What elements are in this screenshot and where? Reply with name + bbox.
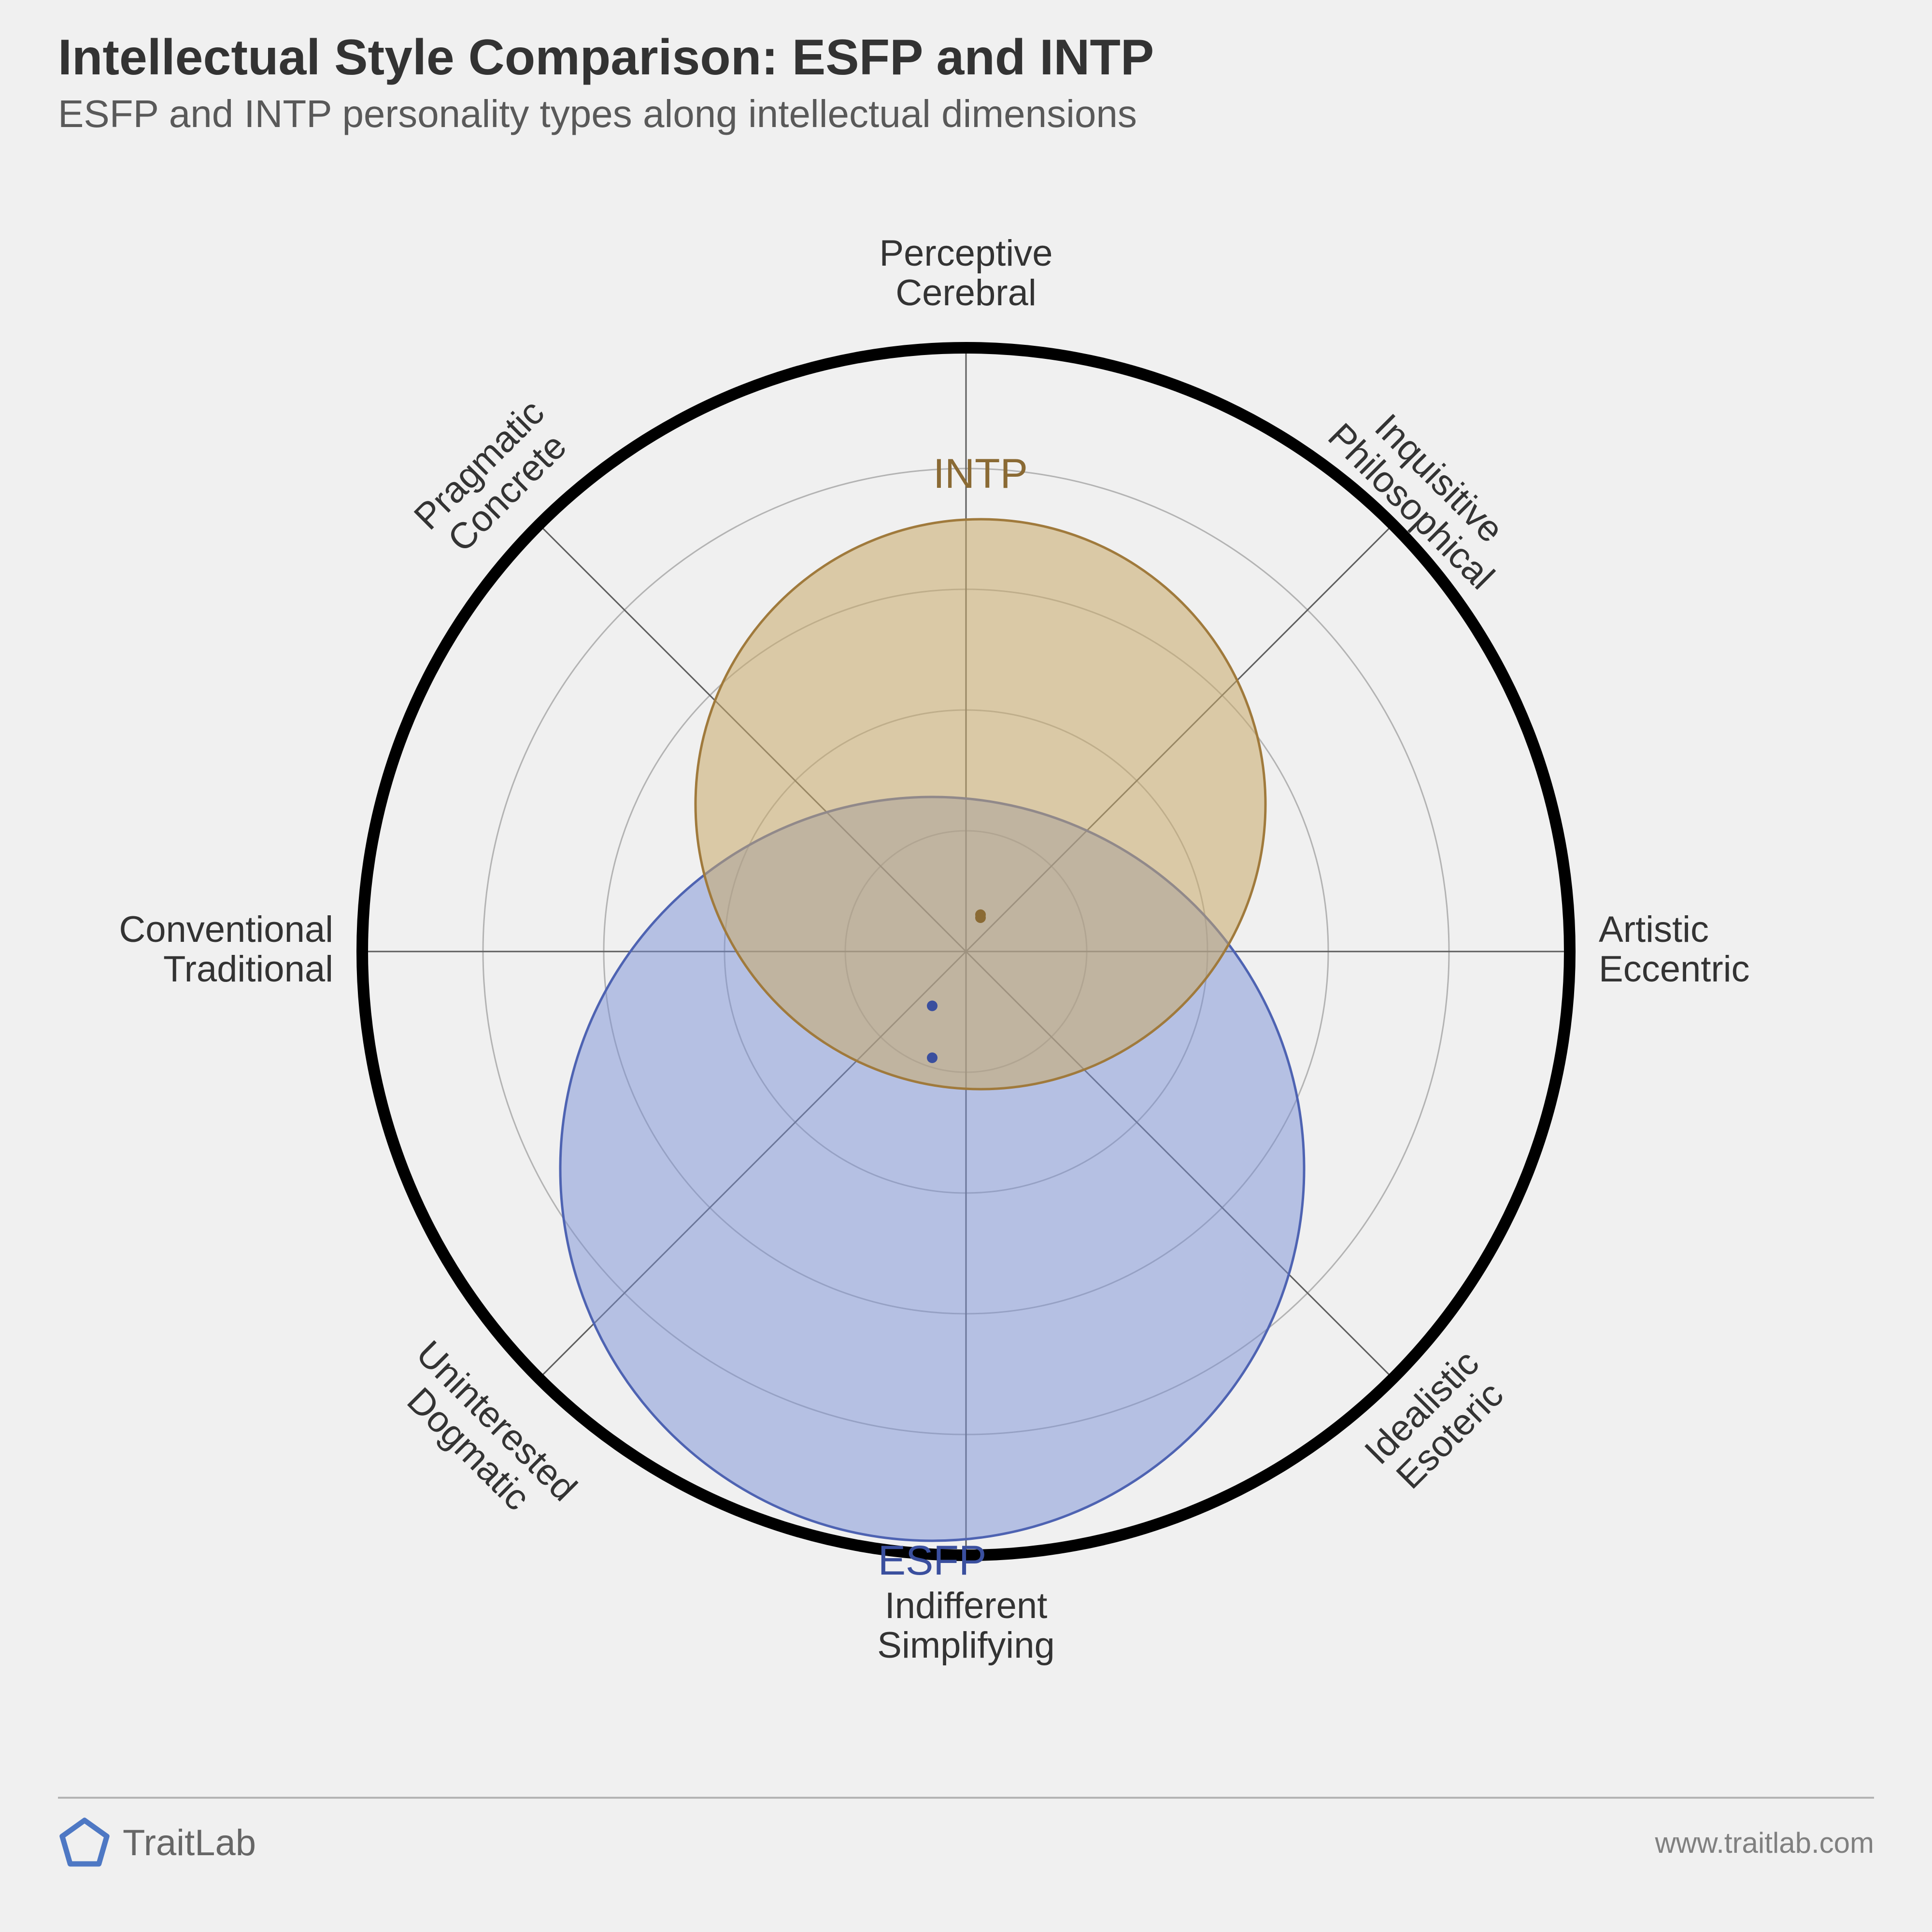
series-centerdot-esfp	[927, 1052, 938, 1063]
series-intp	[696, 519, 1265, 1089]
footer-divider	[58, 1797, 1874, 1799]
axis-label: PerceptiveCerebral	[879, 233, 1052, 313]
brand: TraitLab	[58, 1816, 256, 1869]
series-label-intp: INTP	[933, 451, 1028, 497]
page: Intellectual Style Comparison: ESFP and …	[0, 0, 1932, 1932]
series-label-esfp: ESFP	[878, 1537, 987, 1584]
series-centerdot-intp	[975, 912, 986, 923]
polar-chart: INTPESFPPerceptiveCerebralInquisitivePhi…	[0, 155, 1932, 1748]
svg-text:Artistic: Artistic	[1599, 909, 1709, 950]
footer-url: www.traitlab.com	[1655, 1826, 1874, 1860]
traitlab-logo-icon	[58, 1816, 111, 1869]
svg-text:Traditional: Traditional	[163, 949, 333, 990]
brand-name: TraitLab	[123, 1822, 256, 1864]
svg-text:Eccentric: Eccentric	[1599, 949, 1750, 990]
svg-text:Simplifying: Simplifying	[877, 1625, 1054, 1666]
axis-label: ConventionalTraditional	[119, 909, 333, 990]
svg-text:Indifferent: Indifferent	[885, 1585, 1048, 1626]
chart-subtitle: ESFP and INTP personality types along in…	[58, 92, 1137, 136]
svg-text:Cerebral: Cerebral	[895, 272, 1036, 313]
svg-text:Conventional: Conventional	[119, 909, 333, 950]
axis-label: IndifferentSimplifying	[877, 1585, 1054, 1666]
series-dot-esfp	[927, 1001, 938, 1011]
axis-label: ArtisticEccentric	[1599, 909, 1750, 990]
footer: TraitLab www.traitlab.com	[0, 1816, 1932, 1869]
svg-text:Perceptive: Perceptive	[879, 233, 1052, 274]
chart-title: Intellectual Style Comparison: ESFP and …	[58, 29, 1154, 86]
